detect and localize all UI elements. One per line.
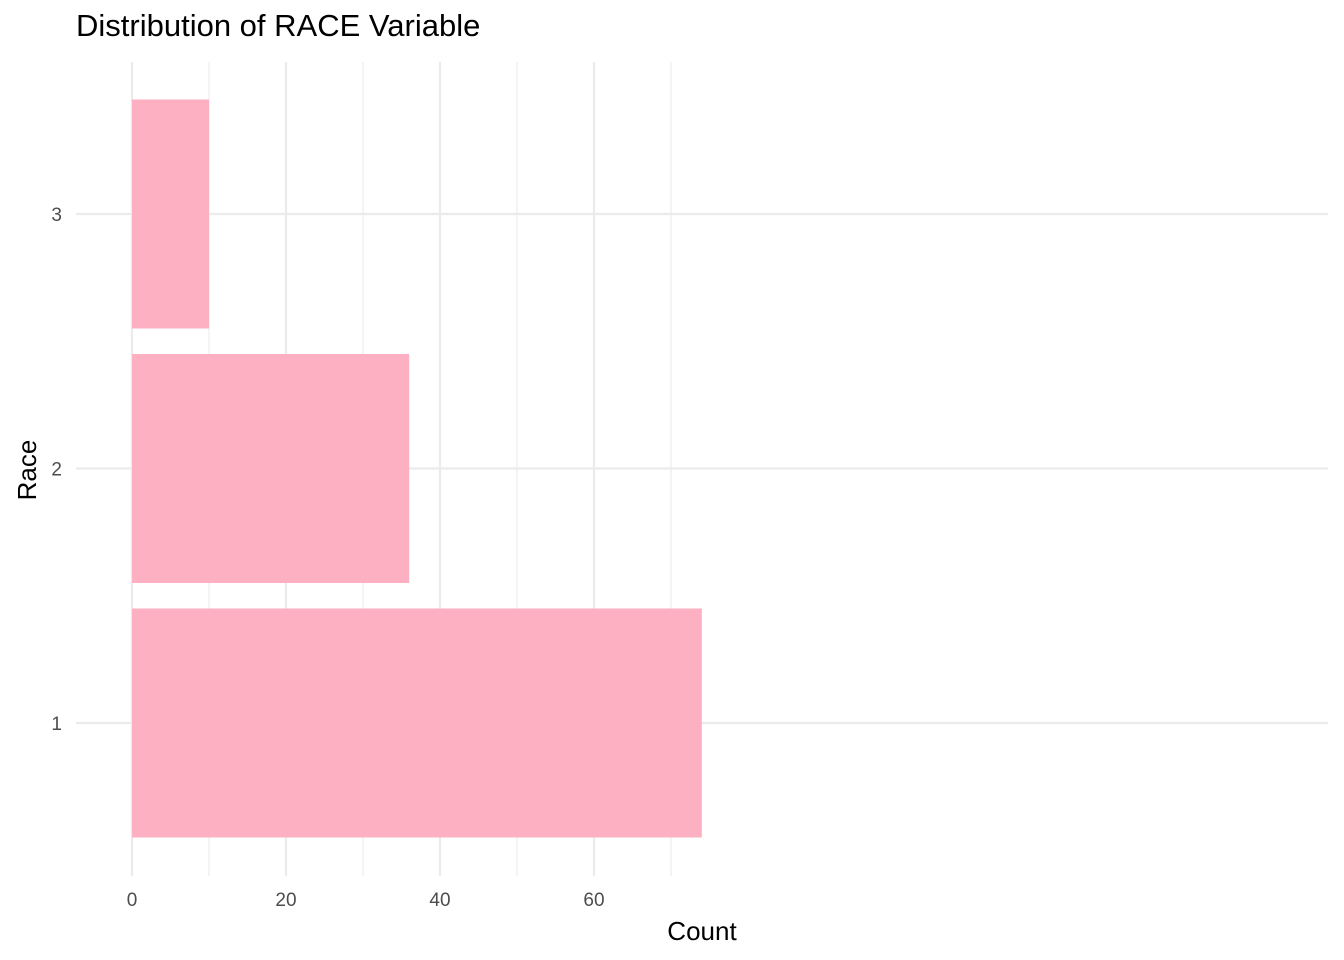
bar-layer	[132, 99, 702, 838]
x-tick-label: 60	[583, 890, 604, 911]
x-axis-title: Count	[667, 916, 737, 946]
bar-race-2	[132, 354, 410, 583]
y-tick-label: 1	[51, 714, 62, 735]
x-tick-label: 0	[127, 890, 138, 911]
x-tick-label: 20	[275, 890, 296, 911]
chart-title: Distribution of RACE Variable	[76, 8, 481, 43]
y-axis-title: Race	[12, 440, 42, 501]
bar-race-3	[132, 99, 209, 329]
y-tick-label: 2	[51, 460, 62, 481]
tick-layer: 0 20 40 60 1 2 3	[51, 205, 604, 911]
x-tick-label: 40	[429, 890, 450, 911]
y-tick-label: 3	[51, 205, 62, 226]
bar-race-1	[132, 608, 702, 838]
